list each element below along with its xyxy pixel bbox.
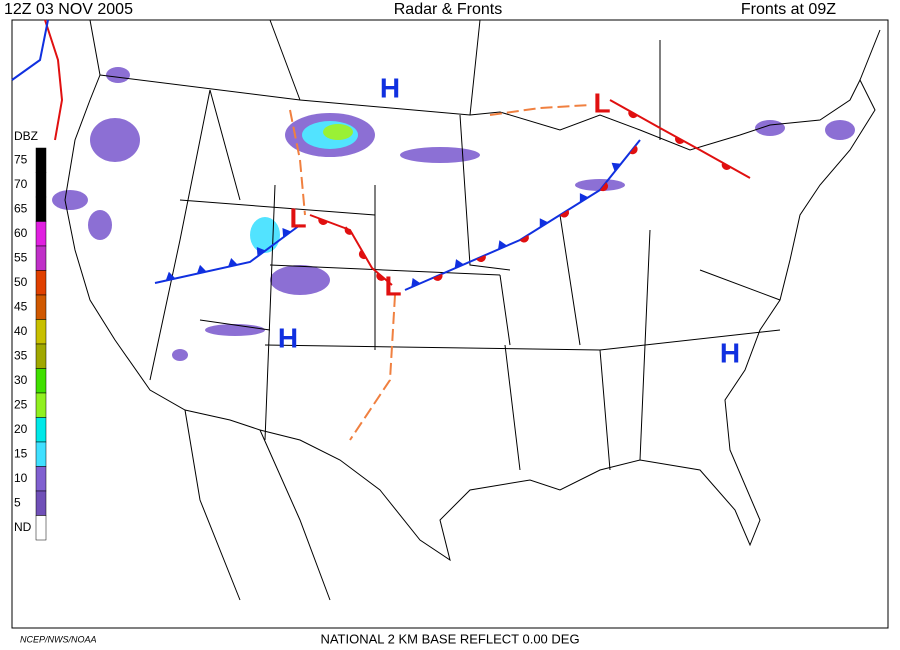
legend-swatch xyxy=(35,319,47,345)
legend-label: 20 xyxy=(14,422,28,436)
cold-front-triangle xyxy=(498,240,508,250)
legend: DBZ 75 70 65 60 55 50 45 40 35 30 25 20 15 10 5 ND xyxy=(14,129,47,541)
legend-label: 10 xyxy=(14,471,28,485)
geography xyxy=(64,19,881,601)
pressure-center: L xyxy=(593,87,610,118)
warm-front-semicircle xyxy=(358,249,367,260)
warm-front-semicircle xyxy=(629,145,638,155)
front-symbols xyxy=(165,110,732,288)
legend-swatch xyxy=(35,490,47,516)
legend-swatch xyxy=(35,515,47,541)
legend-swatch xyxy=(35,343,47,369)
pressure-center: L xyxy=(384,270,401,301)
legend-label: 50 xyxy=(14,275,28,289)
pressure-center: H xyxy=(278,322,298,353)
footer-product: NATIONAL 2 KM BASE REFLECT 0.00 DEG xyxy=(320,631,579,646)
warm-front-semicircle xyxy=(344,226,354,235)
legend-swatch xyxy=(35,196,47,222)
cold-front-triangle xyxy=(579,193,589,203)
warm-front-semicircle xyxy=(628,110,638,119)
warm-front-semicircle xyxy=(376,272,386,281)
legend-label: 45 xyxy=(14,299,28,313)
legend-title: DBZ xyxy=(14,129,38,143)
legend-swatch xyxy=(35,392,47,418)
legend-swatch xyxy=(35,417,47,443)
cold-front-triangle xyxy=(539,218,549,228)
legend-label: 15 xyxy=(14,446,28,460)
warm-front-semicircle xyxy=(519,234,529,243)
legend-label: 25 xyxy=(14,397,28,411)
header-left: 12Z 03 NOV 2005 xyxy=(4,1,133,18)
legend-label: ND xyxy=(14,520,32,534)
pressure-center: H xyxy=(380,72,400,103)
cold-front-triangle xyxy=(411,277,421,288)
legend-swatch xyxy=(35,466,47,492)
header-center: Radar & Fronts xyxy=(394,1,502,18)
cold-front-triangle xyxy=(196,264,207,274)
legend-label: 75 xyxy=(14,152,28,166)
warm-front-semicircle xyxy=(599,182,609,192)
legend-swatch xyxy=(35,172,47,198)
legend-label: 65 xyxy=(14,201,28,215)
cold-front-triangle xyxy=(227,257,238,267)
legend-label: 35 xyxy=(14,348,28,362)
pressure-center: H xyxy=(720,337,740,368)
header-right: Fronts at 09Z xyxy=(741,1,836,18)
warm-front-semicircle xyxy=(721,162,732,170)
pressure-center: L xyxy=(289,202,306,233)
legend-label: 60 xyxy=(14,226,28,240)
legend-swatch xyxy=(35,441,47,467)
map-frame xyxy=(11,19,889,629)
warm-front-semicircle xyxy=(675,136,685,144)
cold-front-triangle xyxy=(454,259,464,269)
legend-label: 40 xyxy=(14,324,28,338)
cold-front-triangle xyxy=(282,228,292,238)
legend-swatch xyxy=(35,221,47,247)
warm-front-semicircle xyxy=(432,273,443,281)
legend-label: 70 xyxy=(14,177,28,191)
legend-label: 5 xyxy=(14,495,21,509)
pressure-centers: H H H L L L xyxy=(278,72,740,368)
legend-label: 55 xyxy=(14,250,28,264)
warm-front-semicircle xyxy=(559,209,570,218)
legend-swatch xyxy=(35,270,47,296)
legend-swatch xyxy=(35,245,47,271)
warm-front-semicircle xyxy=(318,218,328,225)
legend-swatch xyxy=(35,294,47,320)
legend-swatch xyxy=(35,368,47,394)
cold-front-triangle xyxy=(256,247,266,257)
warm-front-semicircle xyxy=(476,255,486,262)
cold-front-triangle xyxy=(165,271,176,281)
legend-label: 30 xyxy=(14,373,28,387)
legend-swatch xyxy=(35,147,47,173)
footer-credit: NCEP/NWS/NOAA xyxy=(20,634,97,644)
